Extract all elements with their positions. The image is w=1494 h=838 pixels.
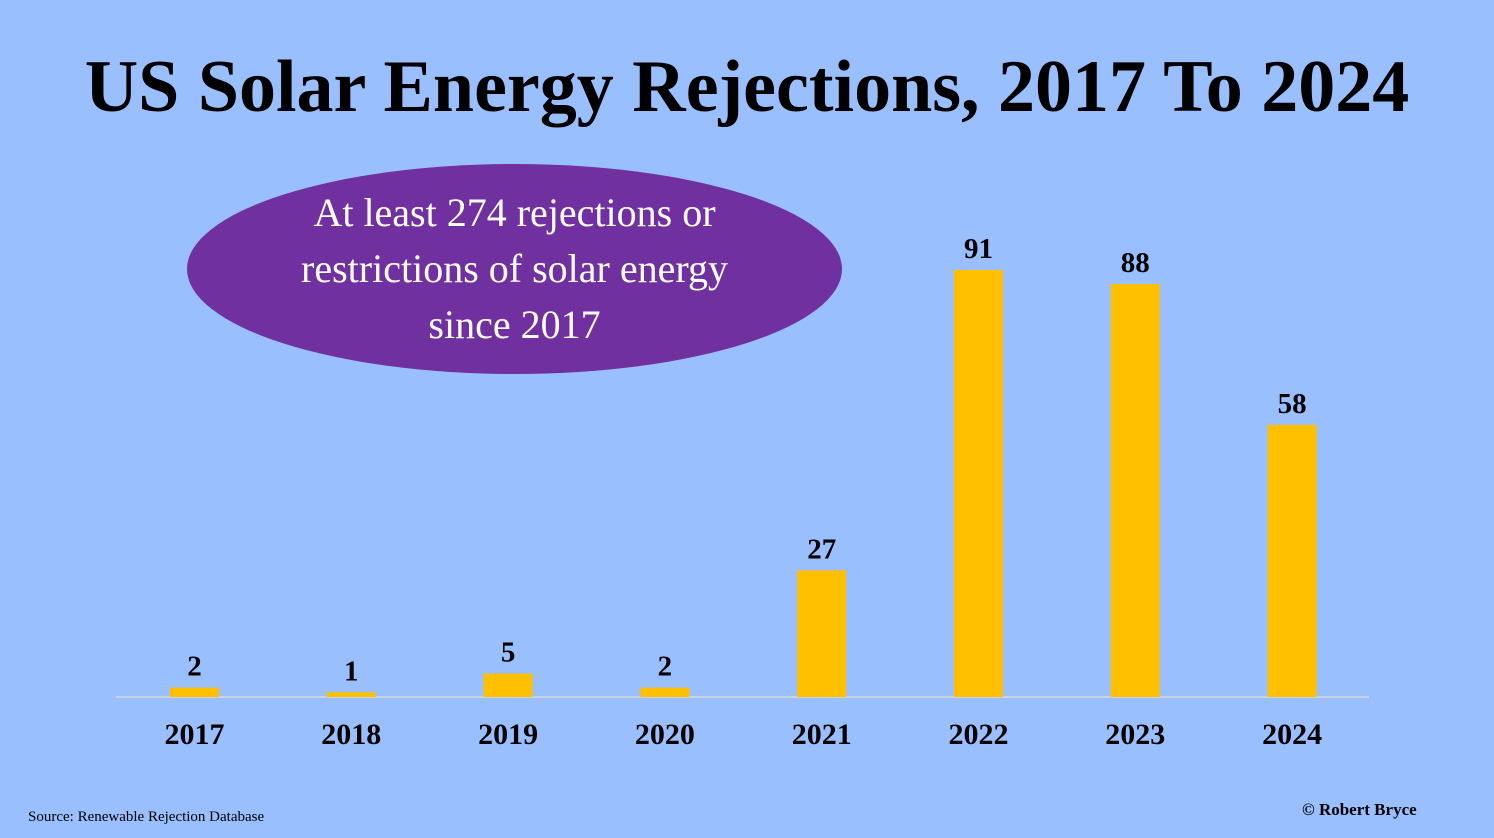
value-label-2023: 88 xyxy=(1121,247,1150,279)
bar-2020 xyxy=(640,687,690,697)
bar-2022 xyxy=(954,270,1003,697)
bar-2018 xyxy=(326,692,376,697)
bar-2023 xyxy=(1110,284,1160,697)
bar-2021 xyxy=(797,570,847,697)
value-label-2022: 91 xyxy=(964,233,993,265)
value-label-2017: 2 xyxy=(187,651,202,683)
x-tick-label-2024: 2024 xyxy=(1262,718,1322,751)
x-tick-label-2023: 2023 xyxy=(1105,718,1165,751)
value-label-2021: 27 xyxy=(807,533,836,565)
copyright-credit: © Robert Bryce xyxy=(1302,800,1417,819)
x-tick-label-2022: 2022 xyxy=(949,718,1009,751)
x-tick-label-2021: 2021 xyxy=(792,718,852,751)
source-note: Source: Renewable Rejection Database xyxy=(28,809,265,825)
value-label-2020: 2 xyxy=(658,651,673,683)
x-tick-label-2019: 2019 xyxy=(478,718,538,751)
value-label-2019: 5 xyxy=(501,637,516,669)
callout-text: At least 274 rejections or restrictions … xyxy=(301,190,728,347)
chart-title: US Solar Energy Rejections, 2017 To 2024 xyxy=(84,46,1410,128)
x-tick-label-2018: 2018 xyxy=(321,718,381,751)
value-label-2018: 1 xyxy=(344,655,359,687)
bar-2017 xyxy=(170,687,219,697)
bar-2019 xyxy=(483,673,533,697)
x-tick-labels-group: 2017 2018 2019 2020 2021 2022 2023 2024 xyxy=(165,718,1323,751)
x-tick-label-2017: 2017 xyxy=(165,718,225,751)
value-label-2024: 58 xyxy=(1278,388,1307,420)
value-labels-group: 2 1 5 2 27 91 88 58 xyxy=(187,233,1306,687)
bar-2024 xyxy=(1267,424,1317,697)
bars-group xyxy=(170,270,1317,697)
x-tick-label-2020: 2020 xyxy=(635,718,695,751)
summary-callout: At least 274 rejections or restrictions … xyxy=(187,164,842,374)
